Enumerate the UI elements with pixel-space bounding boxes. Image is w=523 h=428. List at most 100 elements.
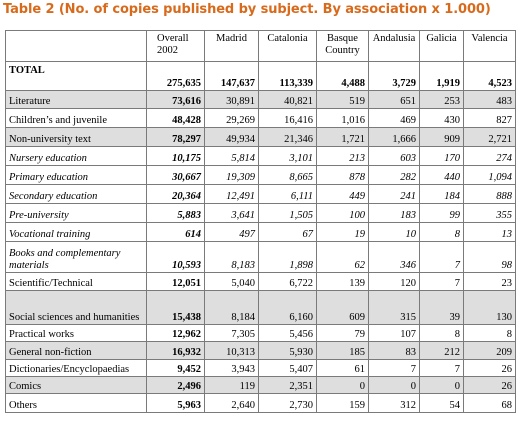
region-value: 7	[368, 359, 420, 377]
row-label: Children’s and juvenile	[5, 108, 147, 128]
total-label: TOTAL	[5, 61, 147, 91]
table-caption: Table 2 (No. of copies published by subj…	[3, 2, 491, 17]
region-value: 3,943	[204, 359, 259, 377]
overall-value: 614	[146, 222, 205, 242]
total-value: 4,523	[463, 61, 516, 91]
region-value: 253	[419, 90, 464, 109]
region-value: 8,665	[258, 165, 317, 185]
region-value: 5,456	[258, 324, 317, 342]
column-header: Basque Country	[316, 30, 369, 62]
region-value: 68	[463, 393, 516, 413]
region-value: 83	[368, 341, 420, 360]
region-value: 8	[419, 324, 464, 342]
table-row: Others 5,963 2,640 2,730 159 312 54 68	[5, 393, 516, 413]
region-value: 29,269	[204, 108, 259, 128]
table-row: Pre-university 5,883 3,641 1,505 100 183 99 355	[5, 203, 516, 223]
region-value: 23	[463, 272, 516, 291]
column-header: Valencia	[463, 30, 516, 62]
region-value: 1,094	[463, 165, 516, 185]
region-value: 13	[463, 222, 516, 242]
region-value: 603	[368, 146, 420, 166]
region-value: 19,309	[204, 165, 259, 185]
region-value: 355	[463, 203, 516, 223]
overall-value: 12,962	[146, 324, 205, 342]
row-label: Secondary education	[5, 184, 147, 204]
row-label: Comics	[5, 376, 147, 394]
header-row: Overall 2002 Madrid Catalonia Basque Cou…	[5, 30, 516, 62]
total-value: 1,919	[419, 61, 464, 91]
header-empty-cell	[5, 30, 147, 62]
region-value: 8	[463, 324, 516, 342]
region-value: 483	[463, 90, 516, 109]
table-row: Primary education 30,667 19,309 8,665 878 282…	[5, 165, 516, 185]
row-label: Vocational training	[5, 222, 147, 242]
table-row: Vocational training 614 497 67 19 10 8 13	[5, 222, 516, 242]
table-row: Books and complementary materials 10,593 8…	[5, 241, 516, 273]
overall-value: 20,364	[146, 184, 205, 204]
region-value: 497	[204, 222, 259, 242]
table-row: Practical works 12,962 7,305 5,456 79 107 8 8	[5, 324, 516, 342]
region-value: 184	[419, 184, 464, 204]
region-value: 7	[419, 272, 464, 291]
region-value: 6,160	[258, 290, 317, 325]
region-value: 878	[316, 165, 369, 185]
row-label: Practical works	[5, 324, 147, 342]
region-value: 909	[419, 127, 464, 147]
region-value: 1,016	[316, 108, 369, 128]
region-value: 1,505	[258, 203, 317, 223]
region-value: 183	[368, 203, 420, 223]
region-value: 212	[419, 341, 464, 360]
region-value: 5,814	[204, 146, 259, 166]
region-value: 5,930	[258, 341, 317, 360]
region-value: 5,407	[258, 359, 317, 377]
row-label: General non-fiction	[5, 341, 147, 360]
region-value: 827	[463, 108, 516, 128]
column-header: Madrid	[204, 30, 259, 62]
region-value: 61	[316, 359, 369, 377]
row-label: Others	[5, 393, 147, 413]
region-value: 315	[368, 290, 420, 325]
row-label: Literature	[5, 90, 147, 109]
subject-rows: Literature 73,616 30,891 40,821 519 651 253 483…	[5, 90, 516, 413]
region-value: 3,101	[258, 146, 317, 166]
region-value: 2,721	[463, 127, 516, 147]
region-value: 6,111	[258, 184, 317, 204]
overall-value: 78,297	[146, 127, 205, 147]
table-row: Social sciences and humanities 15,438 8,18…	[5, 290, 516, 325]
overall-value: 16,932	[146, 341, 205, 360]
region-value: 7	[419, 241, 464, 273]
region-value: 185	[316, 341, 369, 360]
total-value: 147,637	[204, 61, 259, 91]
total-value: 113,339	[258, 61, 317, 91]
region-value: 0	[316, 376, 369, 394]
region-value: 449	[316, 184, 369, 204]
region-value: 346	[368, 241, 420, 273]
column-header: Galicia	[419, 30, 464, 62]
region-value: 119	[204, 376, 259, 394]
region-value: 100	[316, 203, 369, 223]
region-value: 26	[463, 376, 516, 394]
overall-value: 73,616	[146, 90, 205, 109]
total-value: 275,635	[146, 61, 205, 91]
row-label: Non-university text	[5, 127, 147, 147]
region-value: 312	[368, 393, 420, 413]
row-label: Dictionaries/Encyclopaedias	[5, 359, 147, 377]
overall-value: 5,883	[146, 203, 205, 223]
region-value: 7,305	[204, 324, 259, 342]
region-value: 107	[368, 324, 420, 342]
region-value: 62	[316, 241, 369, 273]
overall-value: 48,428	[146, 108, 205, 128]
region-value: 5,040	[204, 272, 259, 291]
region-value: 39	[419, 290, 464, 325]
region-value: 26	[463, 359, 516, 377]
region-value: 213	[316, 146, 369, 166]
region-value: 241	[368, 184, 420, 204]
overall-value: 9,452	[146, 359, 205, 377]
region-value: 139	[316, 272, 369, 291]
region-value: 120	[368, 272, 420, 291]
row-label: Pre-university	[5, 203, 147, 223]
region-value: 1,721	[316, 127, 369, 147]
table-row: Children’s and juvenile 48,428 29,269 16,41…	[5, 108, 516, 128]
region-value: 3,641	[204, 203, 259, 223]
region-value: 79	[316, 324, 369, 342]
